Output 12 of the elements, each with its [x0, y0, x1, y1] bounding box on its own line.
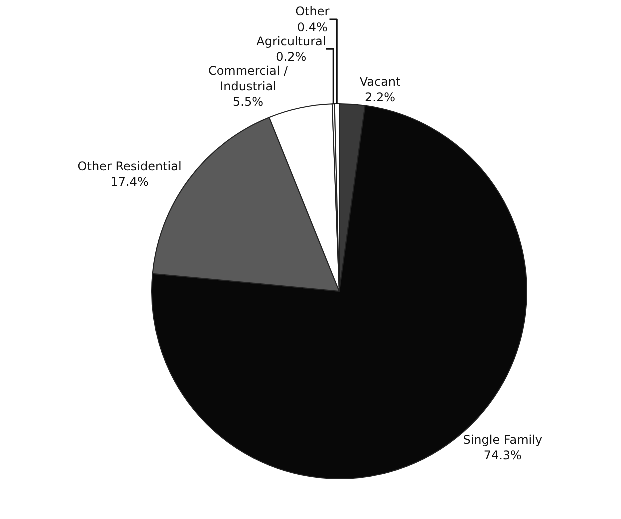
data-label: 2.2% — [365, 90, 396, 105]
data-label: 5.5% — [233, 95, 264, 110]
data-label: 17.4% — [110, 174, 149, 189]
slice-label: Other — [296, 4, 330, 19]
slice-label: Vacant — [360, 74, 402, 89]
data-label: 74.3% — [484, 448, 522, 462]
slice-label: Agricultural — [256, 34, 326, 48]
slice-label: Commercial / Industrial — [208, 64, 290, 94]
slice-label: Single Family — [463, 432, 543, 447]
slice-label: Other Residential — [78, 159, 182, 174]
data-label: 0.2% — [276, 50, 307, 64]
data-label: 0.4% — [297, 20, 328, 34]
